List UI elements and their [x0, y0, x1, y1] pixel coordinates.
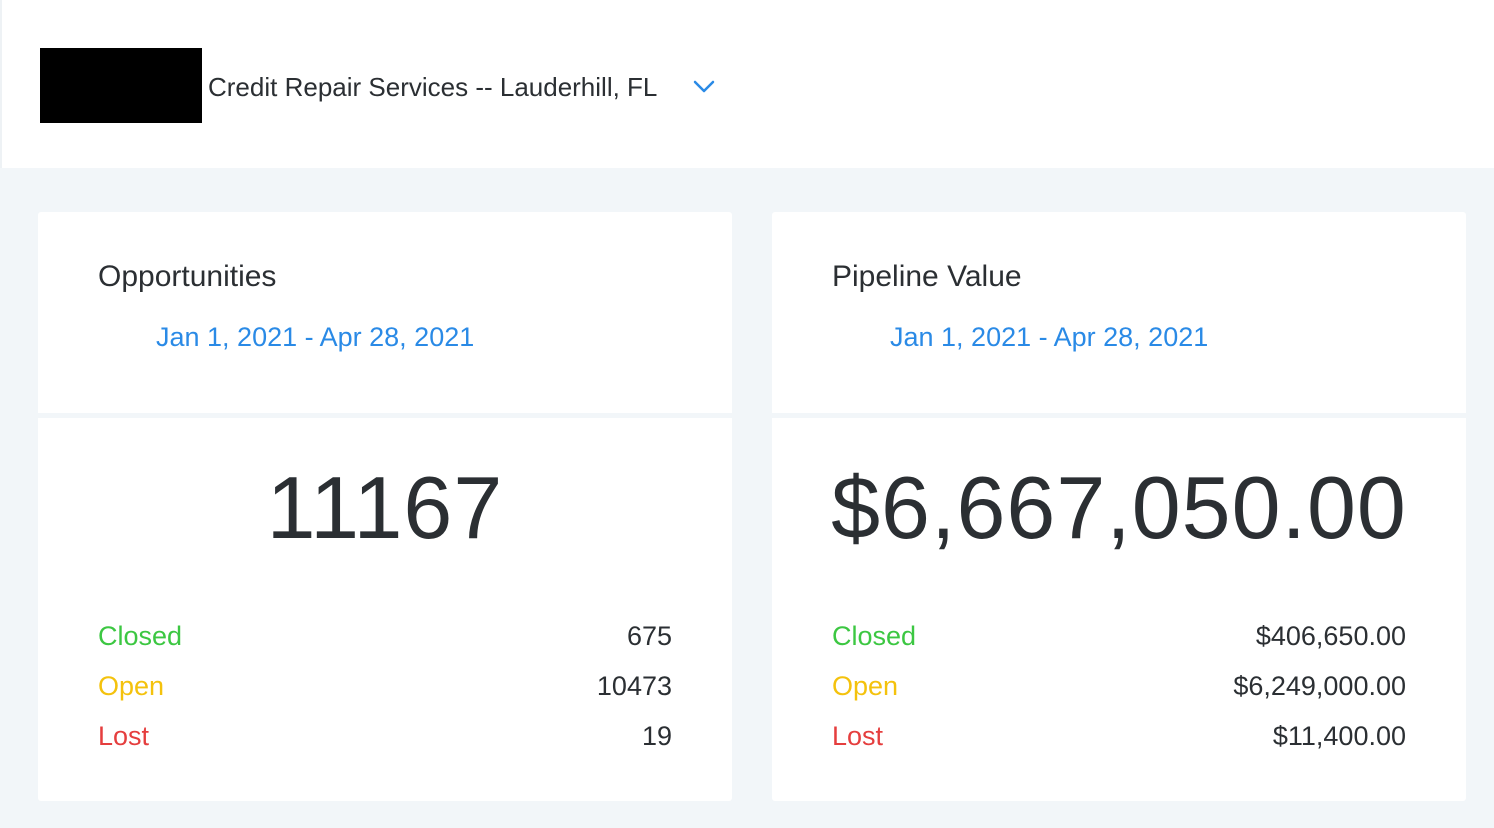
stat-label-closed: Closed — [98, 621, 183, 651]
date-range-link[interactable]: Jan 1, 2021 - Apr 28, 2021 — [890, 322, 1209, 352]
date-range-link[interactable]: Jan 1, 2021 - Apr 28, 2021 — [156, 322, 475, 352]
redacted-logo — [40, 48, 202, 123]
location-name[interactable]: Credit Repair Services -- Lauderhill, FL — [208, 72, 658, 102]
stat-row-closed: Closed 675 — [98, 619, 672, 653]
stat-label-open: Open — [832, 671, 899, 701]
pipeline-value-card: Pipeline Value Jan 1, 2021 - Apr 28, 202… — [772, 212, 1466, 801]
stat-value-lost: $11,400.00 — [1272, 721, 1406, 751]
pipeline-total: $6,667,050.00 — [831, 458, 1407, 557]
stat-label-lost: Lost — [98, 721, 150, 751]
stat-label-open: Open — [98, 671, 165, 701]
top-bar: Credit Repair Services -- Lauderhill, FL — [0, 0, 1494, 168]
stat-value-closed: $406,650.00 — [1255, 621, 1406, 651]
stat-value-lost: 19 — [641, 721, 672, 751]
opportunities-card: Opportunities Jan 1, 2021 - Apr 28, 2021… — [38, 212, 732, 801]
stat-value-closed: 675 — [626, 621, 672, 651]
stat-row-open: Open $6,249,000.00 — [832, 669, 1406, 703]
stat-row-lost: Lost 19 — [98, 719, 672, 753]
chevron-down-icon[interactable] — [692, 76, 716, 96]
stat-label-closed: Closed — [832, 621, 917, 651]
stat-row-lost: Lost $11,400.00 — [832, 719, 1406, 753]
card-title: Pipeline Value — [832, 260, 1022, 293]
stat-value-open: $6,249,000.00 — [1233, 671, 1406, 701]
opportunities-total: 11167 — [266, 458, 504, 557]
stat-row-open: Open 10473 — [98, 669, 672, 703]
card-title: Opportunities — [98, 260, 277, 293]
stat-value-open: 10473 — [596, 671, 672, 701]
stat-label-lost: Lost — [832, 721, 884, 751]
card-header: Opportunities Jan 1, 2021 - Apr 28, 2021 — [38, 212, 732, 418]
card-header: Pipeline Value Jan 1, 2021 - Apr 28, 202… — [772, 212, 1466, 418]
stat-row-closed: Closed $406,650.00 — [832, 619, 1406, 653]
